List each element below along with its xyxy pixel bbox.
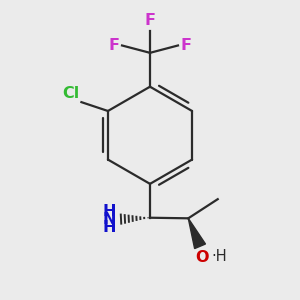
Text: H: H <box>102 220 116 235</box>
Text: ·H: ·H <box>211 249 227 264</box>
Text: F: F <box>145 14 155 28</box>
Text: F: F <box>180 38 191 53</box>
Text: F: F <box>109 38 120 53</box>
Text: N: N <box>102 212 116 227</box>
Text: H: H <box>102 204 116 219</box>
Text: O: O <box>195 250 208 265</box>
Text: Cl: Cl <box>63 86 80 101</box>
Polygon shape <box>188 218 206 249</box>
